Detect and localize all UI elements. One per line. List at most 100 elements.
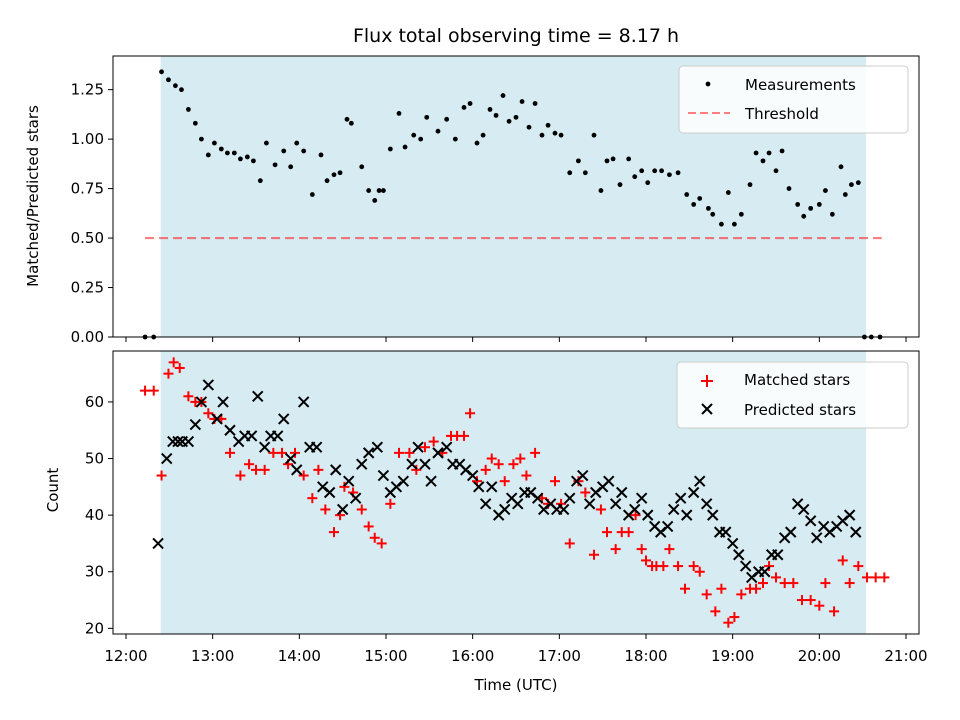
matched-stars-point bbox=[369, 532, 380, 543]
predicted-stars-point-b bbox=[811, 532, 823, 544]
measurement-point bbox=[753, 150, 759, 156]
matched-stars-point bbox=[259, 464, 270, 475]
predicted-stars-point-b bbox=[557, 503, 570, 516]
measurement-point bbox=[376, 188, 382, 193]
x-tick-label: 20:00 bbox=[798, 647, 841, 665]
measurement-point bbox=[829, 211, 835, 217]
measurement-point bbox=[838, 164, 844, 170]
matched-stars-point bbox=[459, 430, 469, 441]
predicted-stars-point bbox=[512, 498, 524, 510]
measurement-point bbox=[337, 170, 343, 176]
matched-stars-point bbox=[844, 578, 855, 589]
measurement-point bbox=[706, 205, 711, 211]
measurement-point bbox=[318, 152, 324, 158]
predicted-stars-point-b bbox=[278, 413, 290, 425]
predicted-stars-point bbox=[419, 458, 431, 470]
predicted-stars-point-b bbox=[310, 441, 323, 453]
predicted-stars-point bbox=[252, 390, 264, 402]
measurement-point bbox=[272, 162, 278, 168]
predicted-stars-point bbox=[224, 424, 236, 436]
matched-stars-point bbox=[356, 504, 367, 515]
matched-stars-point bbox=[203, 408, 214, 419]
matched-stars-point bbox=[630, 510, 641, 521]
bottom-series-1 bbox=[152, 379, 862, 584]
top-y-tick-label: 0.50 bbox=[71, 229, 104, 247]
matched-stars-point bbox=[688, 561, 699, 572]
predicted-stars-point-b bbox=[161, 452, 173, 465]
predicted-stars-point bbox=[635, 492, 648, 504]
predicted-stars-point-b bbox=[544, 498, 557, 510]
measurement-point bbox=[231, 150, 237, 156]
measurement-point bbox=[452, 136, 458, 142]
predicted-stars-point bbox=[772, 549, 784, 561]
measurement-point bbox=[604, 158, 610, 164]
matched-stars-point bbox=[307, 493, 318, 504]
measurements-legend-marker bbox=[705, 81, 711, 87]
predicted-stars-point bbox=[629, 503, 641, 516]
predicted-stars-point-b bbox=[182, 435, 195, 448]
matched-stars-point bbox=[595, 504, 606, 515]
predicted-stars-point-b bbox=[785, 526, 797, 538]
predicted-stars-point-b bbox=[271, 430, 284, 442]
matched-stars-point bbox=[499, 476, 510, 487]
matched-stars-point bbox=[225, 447, 235, 458]
measurement-point bbox=[294, 140, 300, 146]
predicted-stars-point-b bbox=[577, 469, 589, 482]
predicted-stars-point-b bbox=[297, 396, 310, 408]
matched-stars-point bbox=[251, 464, 261, 475]
predicted-stars-point-b bbox=[486, 481, 498, 493]
predicted-stars-point bbox=[479, 498, 492, 510]
predicted-stars-point bbox=[172, 435, 184, 448]
predicted-stars-point-b bbox=[759, 566, 771, 578]
predicted-stars-point-b bbox=[603, 475, 615, 487]
predicted-stars-point bbox=[167, 435, 179, 448]
predicted-stars-point-b bbox=[323, 486, 336, 499]
predicted-stars-point bbox=[583, 498, 596, 510]
measurement-point bbox=[786, 186, 792, 191]
measurement-point bbox=[558, 132, 564, 138]
matched-stars-point bbox=[420, 442, 430, 453]
predicted-stars-point bbox=[759, 566, 771, 578]
predicted-stars-point-b bbox=[349, 492, 362, 504]
predicted-stars-point bbox=[211, 413, 223, 425]
measurement-point bbox=[218, 146, 224, 152]
predicted-stars-point-b bbox=[217, 396, 229, 408]
measurement-point bbox=[461, 105, 467, 110]
top-legend-frame bbox=[678, 65, 909, 134]
predicted-stars-point bbox=[798, 503, 810, 516]
predicted-stars-point-b bbox=[726, 537, 739, 550]
measurement-point bbox=[691, 202, 697, 207]
measurement-point bbox=[424, 114, 430, 120]
measurement-point bbox=[684, 192, 690, 197]
measurement-point bbox=[632, 174, 638, 180]
predicted-stars-point bbox=[432, 447, 444, 459]
predicted-stars-point bbox=[343, 475, 355, 487]
predicted-stars-point-b bbox=[668, 503, 680, 516]
measurement-point bbox=[348, 120, 354, 126]
measurement-point bbox=[372, 198, 378, 203]
matched-stars-point bbox=[751, 583, 762, 594]
measurement-point bbox=[732, 221, 737, 227]
matched-stars-point bbox=[376, 538, 387, 549]
matched-stars-point bbox=[694, 566, 705, 577]
predicted-stars-point bbox=[284, 452, 297, 465]
measurement-point bbox=[801, 213, 807, 219]
measurement-point bbox=[855, 180, 861, 186]
predicted-stars-point-b bbox=[425, 475, 437, 487]
matched-stars-point bbox=[313, 464, 324, 475]
matched-legend-label: Matched stars bbox=[744, 371, 850, 389]
predicted-stars-point-b bbox=[202, 379, 215, 391]
bottom-y-tick-label: 30 bbox=[85, 563, 104, 581]
bottom-legend: Matched stars Predicted stars bbox=[676, 361, 909, 429]
predicted-stars-point-b bbox=[167, 435, 179, 448]
matched-stars-point bbox=[610, 544, 621, 555]
matched-stars-point bbox=[701, 589, 712, 600]
predicted-stars-point bbox=[557, 503, 570, 516]
measurements-legend-label: Measurements bbox=[745, 76, 856, 94]
measurement-point bbox=[251, 158, 256, 164]
predicted-stars-point-b bbox=[252, 390, 264, 402]
predicted-stars-point-b bbox=[648, 520, 661, 533]
matched-stars-point bbox=[174, 362, 185, 373]
matched-stars-point bbox=[641, 555, 651, 566]
matched-stars-point bbox=[870, 572, 881, 583]
